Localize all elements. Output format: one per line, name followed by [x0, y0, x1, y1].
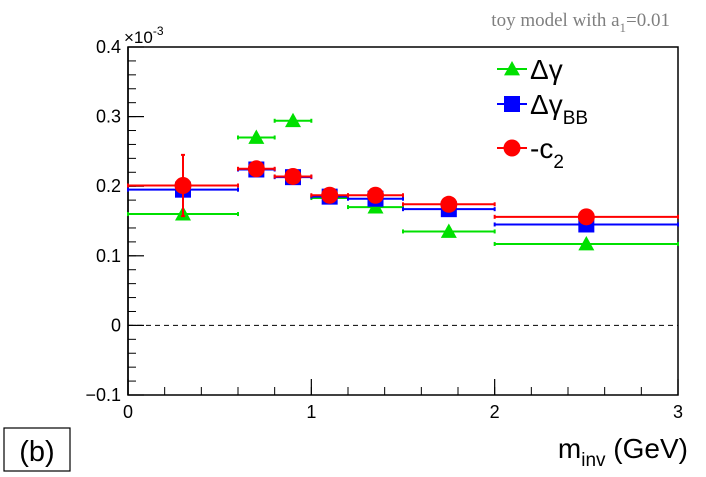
panel-label: (b) [19, 436, 54, 468]
data-point [285, 112, 301, 128]
x-tick-label: 2 [490, 402, 500, 422]
data-point [247, 160, 265, 178]
y-tick-label: 0.3 [96, 107, 121, 127]
legend-label: ΔγBB [530, 89, 588, 129]
legend: Δγ ΔγBB -c2 [497, 54, 588, 173]
y-exponent-label: ×10-3 [124, 24, 164, 47]
data-point [578, 235, 595, 251]
data-point [367, 186, 384, 204]
data-point [440, 195, 458, 213]
data-point [248, 129, 265, 144]
y-tick-label: 0.1 [96, 246, 121, 266]
x-axis: 0 1 2 3 [123, 379, 683, 422]
data-point [503, 139, 521, 157]
data-point [577, 208, 595, 226]
data-point [440, 223, 457, 238]
y-tick-label: 0 [111, 315, 121, 335]
y-tick-label: 0.4 [96, 37, 121, 57]
data-point [174, 177, 192, 195]
panel-label-box [3, 427, 71, 472]
data-point [284, 167, 302, 185]
series-3 [127, 153, 679, 226]
x-axis-label: minv (GeV) [558, 433, 688, 471]
legend-label: -c2 [530, 133, 564, 173]
x-tick-label: 1 [306, 402, 316, 422]
x-tick-label: 0 [123, 402, 133, 422]
y-tick-label: 0.2 [96, 176, 121, 196]
data-point [504, 61, 520, 76]
x-tick-label: 3 [673, 402, 683, 422]
series-group [127, 112, 679, 251]
data-point [504, 96, 520, 112]
chart-title: toy model with a1=0.01 [491, 10, 670, 35]
legend-item-1: Δγ [497, 54, 563, 85]
data-point [321, 186, 339, 204]
legend-label: Δγ [530, 54, 563, 85]
legend-item-3: -c2 [497, 133, 564, 173]
y-tick-label: −0.1 [85, 385, 121, 405]
legend-item-2: ΔγBB [497, 89, 588, 129]
